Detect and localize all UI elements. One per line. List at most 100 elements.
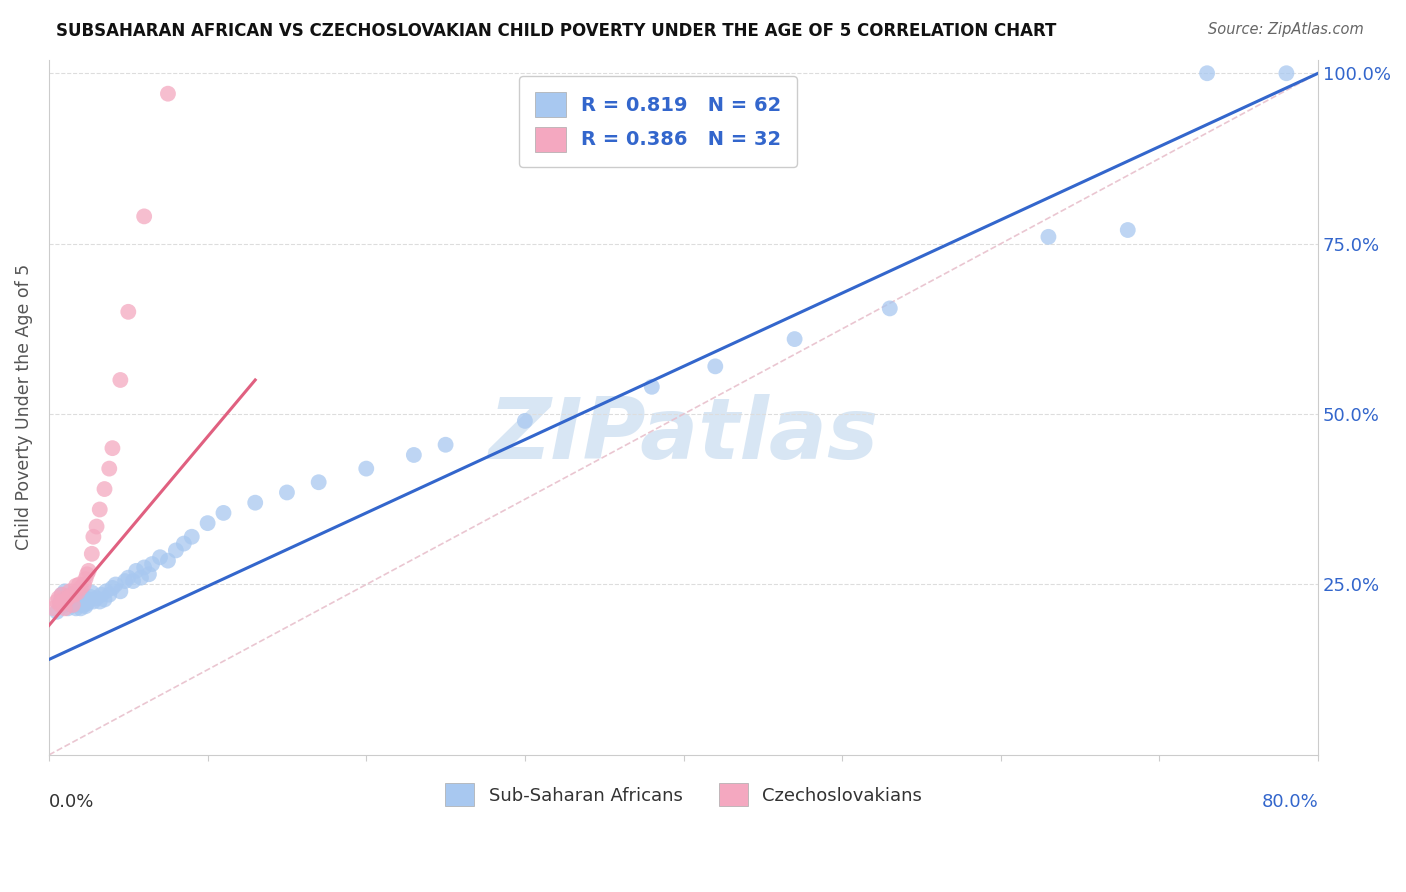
Point bbox=[60, 594, 83, 608]
Point bbox=[49, 594, 72, 608]
Legend: Sub-Saharan Africans, Czechoslovakians: Sub-Saharan Africans, Czechoslovakians bbox=[436, 774, 931, 815]
Point bbox=[125, 564, 148, 578]
Text: 0.0%: 0.0% bbox=[49, 793, 94, 811]
Point bbox=[77, 592, 100, 607]
Point bbox=[48, 591, 70, 606]
Point bbox=[173, 536, 195, 550]
Point bbox=[134, 560, 156, 574]
Point bbox=[67, 577, 90, 591]
Point bbox=[94, 584, 117, 599]
Point bbox=[56, 601, 79, 615]
Point bbox=[879, 301, 901, 316]
Point bbox=[245, 496, 267, 510]
Point bbox=[114, 574, 136, 588]
Point bbox=[45, 594, 67, 608]
Point bbox=[53, 601, 76, 615]
Point bbox=[82, 594, 104, 608]
Text: SUBSAHARAN AFRICAN VS CZECHOSLOVAKIAN CHILD POVERTY UNDER THE AGE OF 5 CORRELATI: SUBSAHARAN AFRICAN VS CZECHOSLOVAKIAN CH… bbox=[56, 22, 1057, 40]
Point bbox=[76, 567, 98, 582]
Point bbox=[53, 584, 76, 599]
Point bbox=[89, 594, 111, 608]
Point bbox=[1116, 223, 1139, 237]
Y-axis label: Child Poverty Under the Age of 5: Child Poverty Under the Age of 5 bbox=[15, 264, 32, 550]
Text: Source: ZipAtlas.com: Source: ZipAtlas.com bbox=[1208, 22, 1364, 37]
Point bbox=[65, 579, 87, 593]
Point bbox=[86, 519, 108, 533]
Point bbox=[149, 550, 172, 565]
Point bbox=[58, 591, 80, 606]
Point bbox=[56, 591, 79, 606]
Point bbox=[783, 332, 806, 346]
Point bbox=[75, 599, 97, 614]
Point bbox=[58, 584, 80, 599]
Point bbox=[93, 482, 115, 496]
Point bbox=[65, 601, 87, 615]
Point bbox=[513, 414, 536, 428]
Point bbox=[98, 461, 121, 475]
Point bbox=[49, 598, 72, 612]
Point bbox=[63, 588, 86, 602]
Point bbox=[66, 598, 89, 612]
Point bbox=[180, 530, 202, 544]
Point bbox=[1275, 66, 1298, 80]
Point bbox=[356, 461, 378, 475]
Point bbox=[62, 598, 84, 612]
Point bbox=[117, 305, 139, 319]
Point bbox=[93, 592, 115, 607]
Point bbox=[110, 373, 132, 387]
Point bbox=[79, 590, 101, 604]
Point bbox=[402, 448, 425, 462]
Point bbox=[66, 585, 89, 599]
Point bbox=[86, 591, 108, 606]
Point bbox=[641, 380, 664, 394]
Point bbox=[60, 588, 83, 602]
Point bbox=[52, 594, 75, 608]
Point bbox=[212, 506, 235, 520]
Point bbox=[104, 577, 127, 591]
Point bbox=[51, 588, 73, 602]
Point bbox=[62, 598, 84, 612]
Point bbox=[308, 475, 330, 490]
Point bbox=[80, 547, 103, 561]
Point bbox=[77, 564, 100, 578]
Point bbox=[197, 516, 219, 530]
Point bbox=[98, 588, 121, 602]
Point bbox=[75, 572, 97, 586]
Point bbox=[1197, 66, 1219, 80]
Point bbox=[138, 567, 160, 582]
Point bbox=[55, 592, 77, 607]
Point bbox=[69, 594, 91, 608]
Point bbox=[45, 605, 67, 619]
Point bbox=[67, 591, 90, 606]
Point bbox=[69, 581, 91, 595]
Point bbox=[90, 588, 112, 602]
Text: ZIPatlas: ZIPatlas bbox=[488, 393, 879, 476]
Point bbox=[72, 588, 94, 602]
Point bbox=[42, 601, 65, 615]
Point bbox=[89, 502, 111, 516]
Point bbox=[117, 571, 139, 585]
Point bbox=[704, 359, 727, 374]
Point bbox=[134, 210, 156, 224]
Point bbox=[156, 554, 179, 568]
Point bbox=[101, 581, 124, 595]
Point bbox=[101, 441, 124, 455]
Point bbox=[73, 577, 96, 591]
Point bbox=[165, 543, 187, 558]
Point bbox=[62, 588, 84, 602]
Point bbox=[129, 571, 152, 585]
Point bbox=[141, 557, 163, 571]
Point bbox=[110, 584, 132, 599]
Point bbox=[276, 485, 298, 500]
Point bbox=[434, 438, 457, 452]
Point bbox=[73, 598, 96, 612]
Point bbox=[122, 574, 145, 588]
Point bbox=[53, 598, 76, 612]
Point bbox=[1038, 230, 1060, 244]
Point bbox=[51, 588, 73, 602]
Text: 80.0%: 80.0% bbox=[1261, 793, 1319, 811]
Point bbox=[69, 601, 91, 615]
Point bbox=[156, 87, 179, 101]
Point bbox=[80, 585, 103, 599]
Point bbox=[82, 530, 104, 544]
